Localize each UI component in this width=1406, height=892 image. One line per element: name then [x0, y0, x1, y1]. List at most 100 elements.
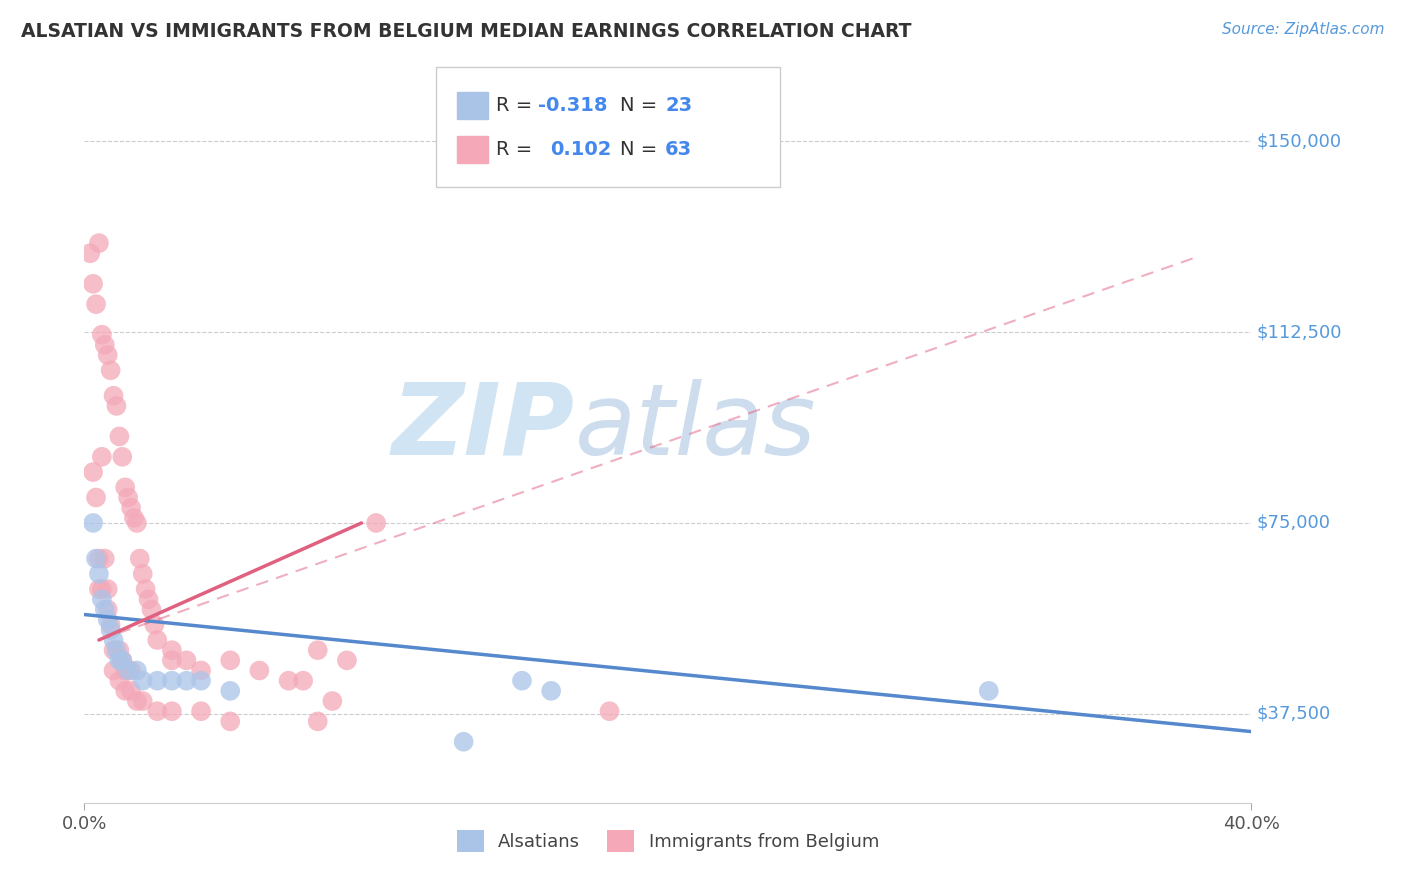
Point: [132, 673, 155, 688]
Text: ZIP: ZIP: [391, 378, 575, 475]
Point: [160, 643, 183, 657]
Text: $37,500: $37,500: [1256, 705, 1330, 723]
Point: [97, 582, 120, 596]
Text: $75,000: $75,000: [1256, 514, 1330, 532]
Point: [114, 684, 136, 698]
Point: [135, 582, 157, 596]
Point: [160, 653, 183, 667]
Point: [111, 653, 134, 667]
Point: [336, 653, 359, 667]
Point: [453, 735, 475, 749]
Point: [160, 673, 183, 688]
Text: R =: R =: [496, 95, 538, 115]
Point: [366, 516, 388, 530]
Point: [105, 643, 128, 657]
Point: [307, 643, 329, 657]
Point: [87, 551, 110, 566]
Point: [111, 450, 134, 464]
Point: [94, 602, 117, 616]
Point: [108, 673, 131, 688]
Point: [103, 643, 125, 657]
Point: [97, 348, 120, 362]
Point: [292, 673, 315, 688]
Point: [321, 694, 343, 708]
Text: 63: 63: [665, 140, 692, 160]
Point: [146, 632, 169, 647]
Point: [87, 566, 110, 581]
Point: [599, 704, 621, 718]
Point: [117, 664, 139, 678]
Point: [90, 327, 112, 342]
Point: [219, 714, 242, 729]
Point: [114, 664, 136, 678]
Point: [219, 684, 242, 698]
Point: [114, 480, 136, 494]
Point: [100, 617, 122, 632]
Point: [977, 684, 1000, 698]
Point: [138, 592, 160, 607]
Point: [510, 673, 533, 688]
Point: [132, 694, 155, 708]
Point: [120, 664, 142, 678]
Text: N =: N =: [620, 140, 664, 160]
Point: [190, 664, 212, 678]
Point: [111, 653, 134, 667]
Point: [94, 338, 117, 352]
Point: [125, 694, 148, 708]
Text: ALSATIAN VS IMMIGRANTS FROM BELGIUM MEDIAN EARNINGS CORRELATION CHART: ALSATIAN VS IMMIGRANTS FROM BELGIUM MEDI…: [21, 22, 911, 41]
Point: [125, 516, 148, 530]
Point: [90, 592, 112, 607]
Point: [84, 551, 107, 566]
Point: [103, 632, 125, 647]
Point: [146, 673, 169, 688]
Point: [103, 389, 125, 403]
Point: [176, 653, 198, 667]
Point: [249, 664, 271, 678]
Point: [82, 277, 104, 291]
Point: [100, 623, 122, 637]
Point: [122, 511, 145, 525]
Point: [176, 673, 198, 688]
Text: R =: R =: [496, 140, 546, 160]
Text: -0.318: -0.318: [538, 95, 607, 115]
Point: [120, 684, 142, 698]
Text: atlas: atlas: [575, 378, 815, 475]
Legend: Alsatians, Immigrants from Belgium: Alsatians, Immigrants from Belgium: [450, 822, 886, 859]
Point: [97, 602, 120, 616]
Point: [108, 653, 131, 667]
Point: [540, 684, 562, 698]
Point: [79, 246, 101, 260]
Point: [100, 363, 122, 377]
Point: [105, 399, 128, 413]
Point: [103, 664, 125, 678]
Text: $112,500: $112,500: [1256, 323, 1341, 341]
Text: $150,000: $150,000: [1256, 132, 1341, 151]
Point: [84, 491, 107, 505]
Point: [307, 714, 329, 729]
Point: [277, 673, 299, 688]
Point: [97, 613, 120, 627]
Point: [143, 617, 166, 632]
Point: [84, 297, 107, 311]
Point: [117, 491, 139, 505]
Text: 0.102: 0.102: [550, 140, 612, 160]
Point: [90, 582, 112, 596]
Point: [132, 566, 155, 581]
Point: [108, 429, 131, 443]
Point: [141, 602, 163, 616]
Point: [87, 236, 110, 251]
Point: [94, 551, 117, 566]
Point: [190, 673, 212, 688]
Text: Source: ZipAtlas.com: Source: ZipAtlas.com: [1222, 22, 1385, 37]
Point: [160, 704, 183, 718]
Point: [82, 465, 104, 479]
Point: [146, 704, 169, 718]
Point: [128, 551, 150, 566]
Point: [120, 500, 142, 515]
Text: 23: 23: [665, 95, 692, 115]
Point: [108, 643, 131, 657]
Point: [219, 653, 242, 667]
Point: [82, 516, 104, 530]
Text: N =: N =: [620, 95, 664, 115]
Point: [125, 664, 148, 678]
